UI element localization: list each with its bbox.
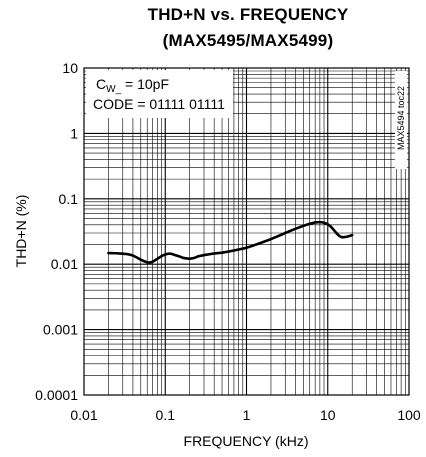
x-tick-label: 0.1 [156,407,176,423]
code-label-bg [395,71,407,169]
chart-code-label: MAX5494 toc22 [396,86,406,150]
x-axis-label: FREQUENCY (kHz) [184,433,309,449]
x-tick-labels: 0.01 0.1 1 10 100 [70,407,421,423]
chart-title-line1: THD+N vs. FREQUENCY [148,5,349,24]
x-tick-label: 100 [397,407,421,423]
y-tick-labels: 0.0001 0.001 0.01 0.1 1 10 [35,60,78,403]
y-tick-label: 0.001 [43,322,78,338]
annotation-box [86,70,233,118]
y-axis-label: THD+N (%) [13,195,29,268]
chart-grid [84,68,409,395]
series-line [107,220,354,264]
annotation-subscript: W_ [106,84,121,95]
annotation-line1: CW_ = 10pF [96,76,169,95]
x-tick-label: 10 [320,407,336,423]
y-tick-label: 0.1 [59,191,79,207]
x-tick-label: 0.01 [70,407,97,423]
annotation-line2: CODE = 01111 01111 [93,96,225,112]
annotation-c: C [96,76,106,92]
y-tick-label: 10 [62,60,78,76]
y-tick-label: 0.01 [51,256,78,272]
y-tick-label: 1 [70,125,78,141]
y-tick-label: 0.0001 [35,387,78,403]
plot-area-border [83,67,410,396]
chart-title-line2: (MAX5495/MAX5499) [163,31,334,50]
annotation-value: = 10pF [121,76,169,92]
x-tick-label: 1 [243,407,251,423]
